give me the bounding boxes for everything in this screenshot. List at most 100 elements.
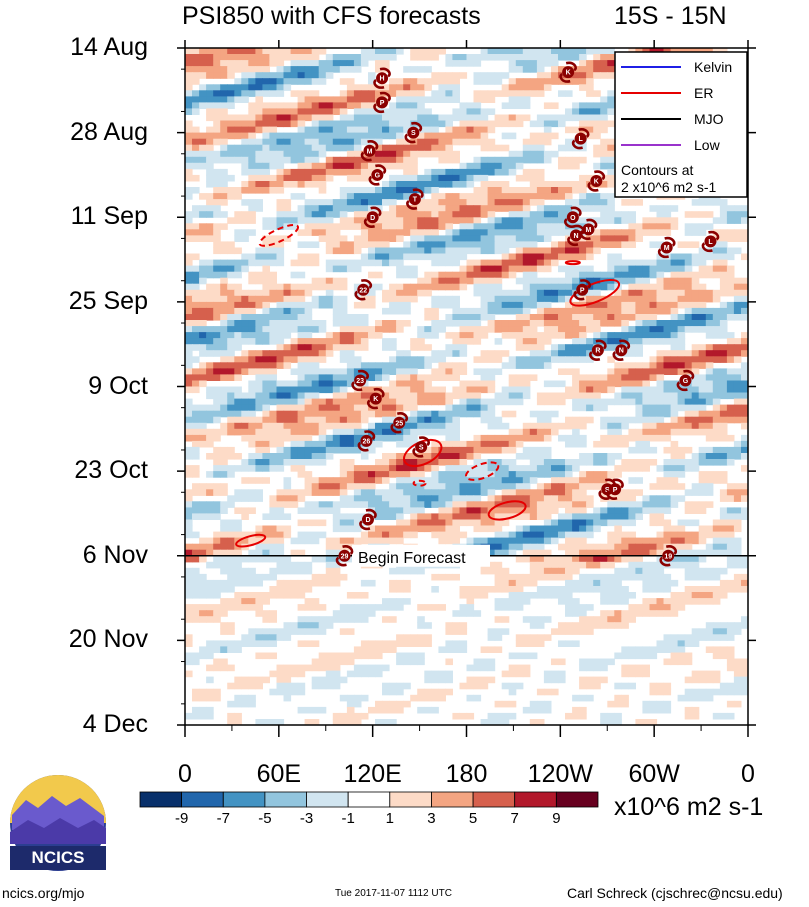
heatmap-cell xyxy=(213,132,221,140)
heatmap-cell xyxy=(396,174,404,182)
heatmap-cell xyxy=(332,259,341,267)
heatmap-cell xyxy=(529,525,538,533)
heatmap-cell xyxy=(494,459,503,466)
heatmap-cell xyxy=(670,392,679,400)
heatmap-cell xyxy=(501,235,510,242)
heatmap-cell xyxy=(635,392,643,400)
heatmap-cell xyxy=(515,537,524,545)
heatmap-cell xyxy=(656,392,665,400)
heatmap-cell xyxy=(297,465,306,472)
heatmap-cell xyxy=(621,386,629,394)
heatmap-cell xyxy=(565,326,573,333)
heatmap-cell xyxy=(283,295,292,303)
heatmap-cell xyxy=(691,271,700,279)
heatmap-cell xyxy=(346,174,355,182)
heatmap-cell xyxy=(241,295,249,303)
heatmap-cell xyxy=(382,235,390,242)
heatmap-cell xyxy=(417,114,425,122)
heatmap-cell xyxy=(262,90,270,97)
heatmap-cell xyxy=(382,326,390,333)
heatmap-cell xyxy=(698,247,707,255)
heatmap-cell xyxy=(325,404,334,412)
heatmap-cell xyxy=(529,459,538,466)
heatmap-cell xyxy=(360,108,369,115)
heatmap-cell xyxy=(318,416,327,424)
heatmap-cell xyxy=(297,374,306,381)
heatmap-cell xyxy=(558,483,566,490)
heatmap-cell xyxy=(459,60,468,67)
heatmap-cell xyxy=(445,471,453,478)
heatmap-cell xyxy=(297,507,306,514)
heatmap-cell xyxy=(185,271,193,279)
heatmap-cell xyxy=(607,314,615,321)
heatmap-cell xyxy=(410,483,418,490)
heatmap-cell xyxy=(480,174,489,182)
heatmap-cell xyxy=(459,132,468,140)
heatmap-cell xyxy=(389,434,397,442)
heatmap-cell xyxy=(558,525,566,533)
heatmap-cell xyxy=(635,434,643,442)
heatmap-cell xyxy=(572,531,580,539)
heatmap-cell xyxy=(445,507,453,514)
heatmap-cell xyxy=(325,217,334,224)
heatmap-cell xyxy=(192,338,200,345)
heatmap-cell xyxy=(529,144,538,152)
heatmap-cell xyxy=(445,235,453,242)
heatmap-cell xyxy=(396,495,404,502)
heatmap-cell xyxy=(628,531,636,539)
heatmap-cell xyxy=(375,193,383,200)
heatmap-cell xyxy=(438,205,446,212)
heatmap-cell xyxy=(459,205,468,212)
heatmap-cell xyxy=(417,525,425,533)
heatmap-cell xyxy=(199,537,207,545)
heatmap-cell xyxy=(325,489,334,496)
heatmap-cell xyxy=(466,440,475,448)
heatmap-cell xyxy=(206,193,214,200)
heatmap-cell xyxy=(318,356,327,363)
heatmap-cell xyxy=(262,332,270,339)
heatmap-cell xyxy=(248,205,256,212)
heatmap-cell xyxy=(375,223,383,230)
heatmap-cell xyxy=(572,483,580,490)
heatmap-cell xyxy=(593,271,601,279)
heatmap-cell xyxy=(431,320,439,327)
heatmap-cell xyxy=(579,338,587,345)
heatmap-cell xyxy=(726,271,735,279)
heatmap-cell xyxy=(220,241,228,248)
heatmap-cell xyxy=(213,72,221,79)
heatmap-cell xyxy=(375,495,383,502)
heatmap-cell xyxy=(445,174,453,182)
heatmap-cell xyxy=(353,344,362,351)
heatmap-cell xyxy=(382,495,390,502)
heatmap-cell xyxy=(494,495,503,502)
heatmap-cell xyxy=(480,78,489,85)
heatmap-cell xyxy=(269,416,277,424)
heatmap-cell xyxy=(431,211,439,218)
heatmap-cell xyxy=(339,495,348,502)
heatmap-cell xyxy=(339,66,348,73)
heatmap-cell xyxy=(403,320,411,327)
heatmap-cell xyxy=(586,320,594,327)
heatmap-cell xyxy=(558,495,566,502)
heatmap-cell xyxy=(339,102,348,109)
heatmap-cell xyxy=(579,217,587,224)
heatmap-cell xyxy=(508,507,517,514)
heatmap-cell xyxy=(360,126,369,134)
heatmap-cell xyxy=(614,301,622,309)
heatmap-cell xyxy=(318,205,327,212)
heatmap-cell xyxy=(508,392,517,400)
heatmap-cell xyxy=(459,446,468,454)
heatmap-cell xyxy=(192,531,200,539)
heatmap-cell xyxy=(325,483,334,490)
heatmap-cell xyxy=(375,66,383,73)
heatmap-cell xyxy=(586,132,594,140)
heatmap-cell xyxy=(396,519,404,527)
heatmap-cell xyxy=(600,320,608,327)
heatmap-cell xyxy=(192,253,200,261)
heatmap-cell xyxy=(663,519,672,527)
heatmap-cell xyxy=(417,181,425,188)
heatmap-cell xyxy=(375,114,383,122)
heatmap-cell xyxy=(192,211,200,218)
heatmap-cell xyxy=(304,217,313,224)
heatmap-cell xyxy=(628,368,636,375)
